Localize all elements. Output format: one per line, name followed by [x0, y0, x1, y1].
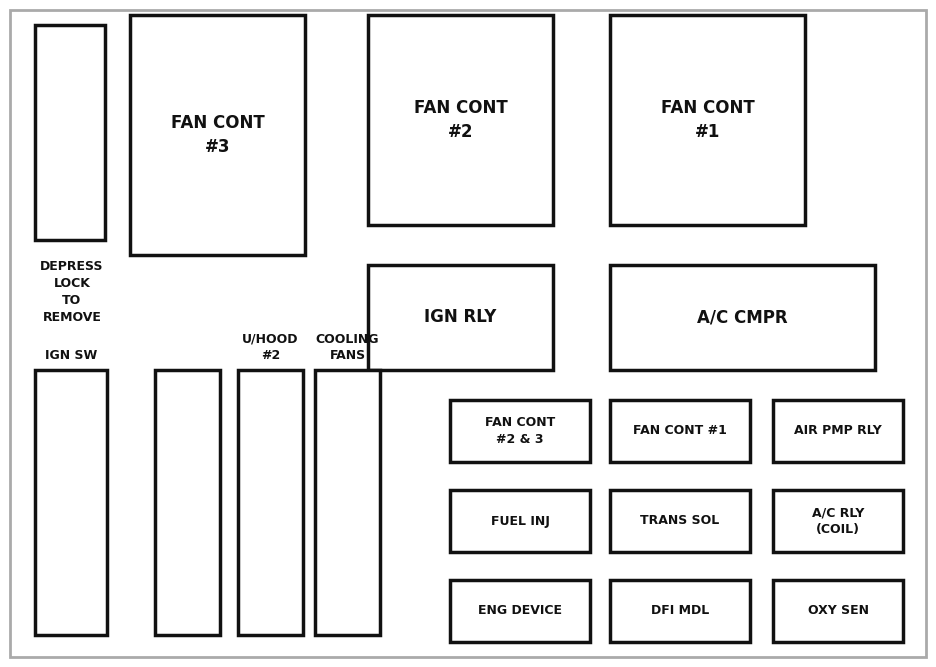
Text: FAN CONT #1: FAN CONT #1 — [633, 424, 727, 438]
Bar — [368, 265, 553, 370]
Bar — [35, 25, 105, 240]
Bar — [450, 400, 590, 462]
Bar — [238, 370, 303, 635]
Text: COOLING
FANS: COOLING FANS — [315, 333, 379, 362]
Text: OXY SEN: OXY SEN — [808, 604, 869, 618]
Text: FUEL INJ: FUEL INJ — [490, 514, 549, 528]
Bar — [155, 370, 220, 635]
Bar — [35, 370, 107, 635]
Text: U/HOOD
#2: U/HOOD #2 — [242, 333, 299, 362]
Bar — [610, 265, 875, 370]
Text: DFI MDL: DFI MDL — [651, 604, 709, 618]
Bar — [610, 400, 750, 462]
Bar — [130, 15, 305, 255]
Text: TRANS SOL: TRANS SOL — [640, 514, 720, 528]
Text: FAN CONT
#2: FAN CONT #2 — [414, 99, 507, 141]
Bar — [315, 370, 380, 635]
Bar — [773, 580, 903, 642]
Bar — [450, 580, 590, 642]
Bar — [773, 490, 903, 552]
Text: DEPRESS
LOCK
TO
REMOVE: DEPRESS LOCK TO REMOVE — [40, 260, 104, 324]
Bar — [368, 15, 553, 225]
Bar — [773, 400, 903, 462]
Text: AIR PMP RLY: AIR PMP RLY — [794, 424, 882, 438]
Text: FAN CONT
#3: FAN CONT #3 — [170, 114, 264, 156]
Text: ENG DEVICE: ENG DEVICE — [478, 604, 562, 618]
Bar — [610, 490, 750, 552]
Text: A/C CMPR: A/C CMPR — [697, 309, 788, 327]
Bar — [450, 490, 590, 552]
Text: IGN SW: IGN SW — [45, 349, 97, 362]
Text: FAN CONT
#1: FAN CONT #1 — [661, 99, 754, 141]
Text: FAN CONT
#2 & 3: FAN CONT #2 & 3 — [485, 416, 555, 446]
Text: A/C RLY
(COIL): A/C RLY (COIL) — [812, 506, 864, 536]
Bar — [610, 580, 750, 642]
Text: IGN RLY: IGN RLY — [424, 309, 497, 327]
Bar — [610, 15, 805, 225]
